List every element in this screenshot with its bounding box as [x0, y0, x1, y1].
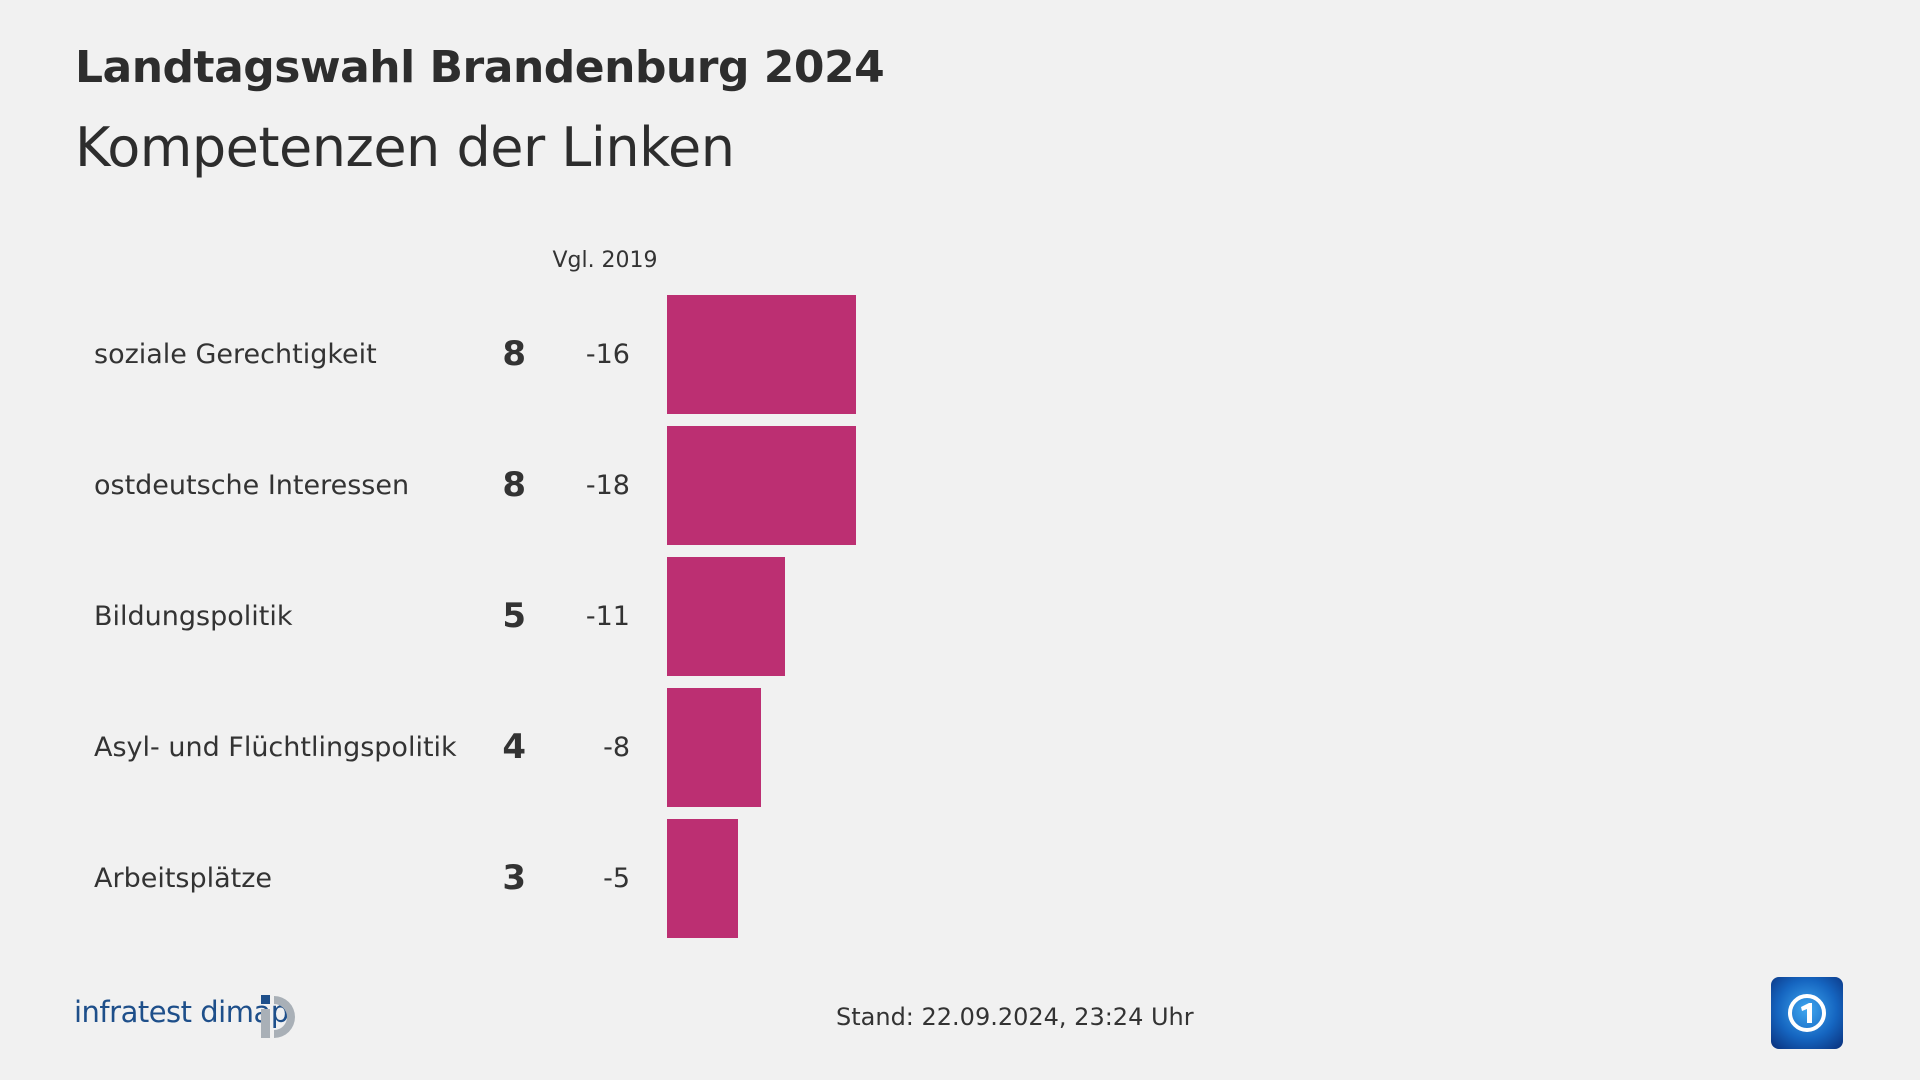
infratest-dimap-logo: infratest dimap	[74, 995, 289, 1029]
ard-logo	[1771, 977, 1843, 1049]
value-label: 5	[502, 596, 526, 636]
chart-subtitle: Kompetenzen der Linken	[75, 116, 735, 179]
value-label: 3	[502, 858, 526, 898]
bar-row: soziale Gerechtigkeit 8 -16	[0, 295, 1920, 414]
bar-row: Bildungspolitik 5 -11	[0, 557, 1920, 676]
change-label: -16	[585, 339, 630, 370]
bar-row: Arbeitsplätze 3 -5	[0, 819, 1920, 938]
category-label: Asyl- und Flüchtlingspolitik	[94, 732, 457, 763]
change-label: -18	[585, 470, 630, 501]
bar	[667, 295, 856, 414]
comparison-header: Vgl. 2019	[552, 248, 658, 273]
category-label: Bildungspolitik	[94, 601, 293, 632]
bar	[667, 688, 762, 807]
change-label: -5	[603, 863, 630, 894]
value-label: 8	[502, 334, 526, 374]
change-label: -8	[603, 732, 630, 763]
bar	[667, 557, 785, 676]
infratest-dimap-logo-mark	[261, 995, 295, 1038]
bar-row: Asyl- und Flüchtlingspolitik 4 -8	[0, 688, 1920, 807]
change-label: -11	[585, 601, 630, 632]
ard-one-icon	[1788, 994, 1826, 1032]
category-label: Arbeitsplätze	[94, 863, 273, 894]
bar	[667, 819, 738, 938]
value-label: 4	[502, 727, 526, 767]
value-label: 8	[502, 465, 526, 505]
bar-row: ostdeutsche Interessen 8 -18	[0, 426, 1920, 545]
category-label: ostdeutsche Interessen	[94, 470, 410, 501]
timestamp: Stand: 22.09.2024, 23:24 Uhr	[836, 1003, 1194, 1031]
chart-title: Landtagswahl Brandenburg 2024	[75, 42, 885, 93]
category-label: soziale Gerechtigkeit	[94, 339, 377, 370]
bar	[667, 426, 856, 545]
